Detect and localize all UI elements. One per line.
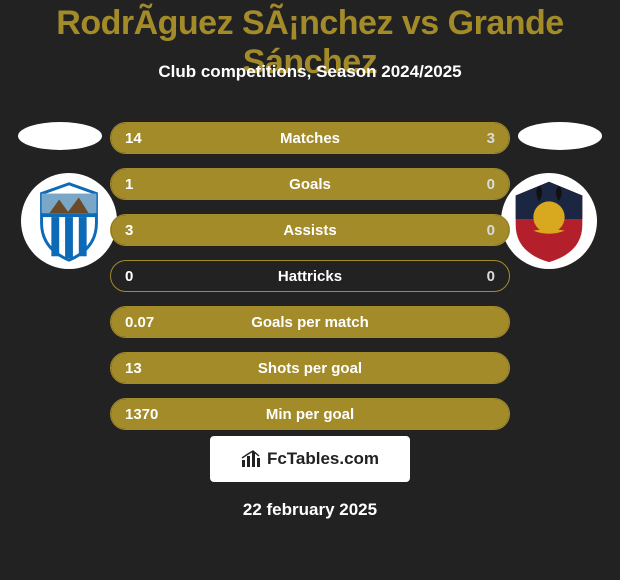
comparison-canvas: RodrÃ­guez SÃ¡nchez vs Grande Sánchez Cl…	[0, 0, 620, 580]
stat-row: Shots per goal13	[110, 352, 510, 384]
stat-value-right: 0	[487, 261, 495, 292]
bar-chart-icon	[241, 450, 261, 468]
stat-row: Matches14 3	[110, 122, 510, 154]
stats-list: Matches143Goals10Assists30Hattricks00Goa…	[110, 122, 510, 430]
stat-value-left: 0.07	[125, 307, 154, 338]
brand-label: FcTables.com	[267, 449, 379, 469]
stat-label: Hattricks	[111, 261, 509, 292]
stat-row: Min per goal1370	[110, 398, 510, 430]
stat-value-right: 0	[487, 215, 495, 246]
stat-value-left: 0	[125, 261, 133, 292]
stat-label: Goals	[111, 169, 509, 200]
stat-row: Assists3 0	[110, 214, 510, 246]
shield-icon	[20, 172, 118, 270]
player-left-oval	[18, 122, 102, 150]
title-vs: vs	[393, 4, 448, 42]
crest-right	[500, 172, 598, 270]
stat-label: Min per goal	[111, 399, 509, 430]
stat-value-right: 0	[487, 169, 495, 200]
stat-value-left: 1	[125, 169, 133, 200]
shield-icon	[500, 172, 598, 270]
stat-row: Hattricks0 0	[110, 260, 510, 292]
stat-value-left: 14	[125, 123, 142, 154]
stat-row: Goals per match0.07	[110, 306, 510, 338]
brand-badge: FcTables.com	[210, 436, 410, 482]
player-right-oval	[518, 122, 602, 150]
crest-left	[20, 172, 118, 270]
title-player-a: RodrÃ­guez SÃ¡nchez	[56, 4, 393, 42]
stat-value-left: 1370	[125, 399, 158, 430]
stat-label: Matches	[111, 123, 509, 154]
stat-label: Assists	[111, 215, 509, 246]
stat-value-left: 3	[125, 215, 133, 246]
subtitle: Club competitions, Season 2024/2025	[0, 62, 620, 82]
stat-label: Shots per goal	[111, 353, 509, 384]
stat-value-left: 13	[125, 353, 142, 384]
stat-label: Goals per match	[111, 307, 509, 338]
stat-row: Goals1 0	[110, 168, 510, 200]
stat-value-right: 3	[487, 123, 495, 154]
footer-date: 22 february 2025	[0, 500, 620, 520]
